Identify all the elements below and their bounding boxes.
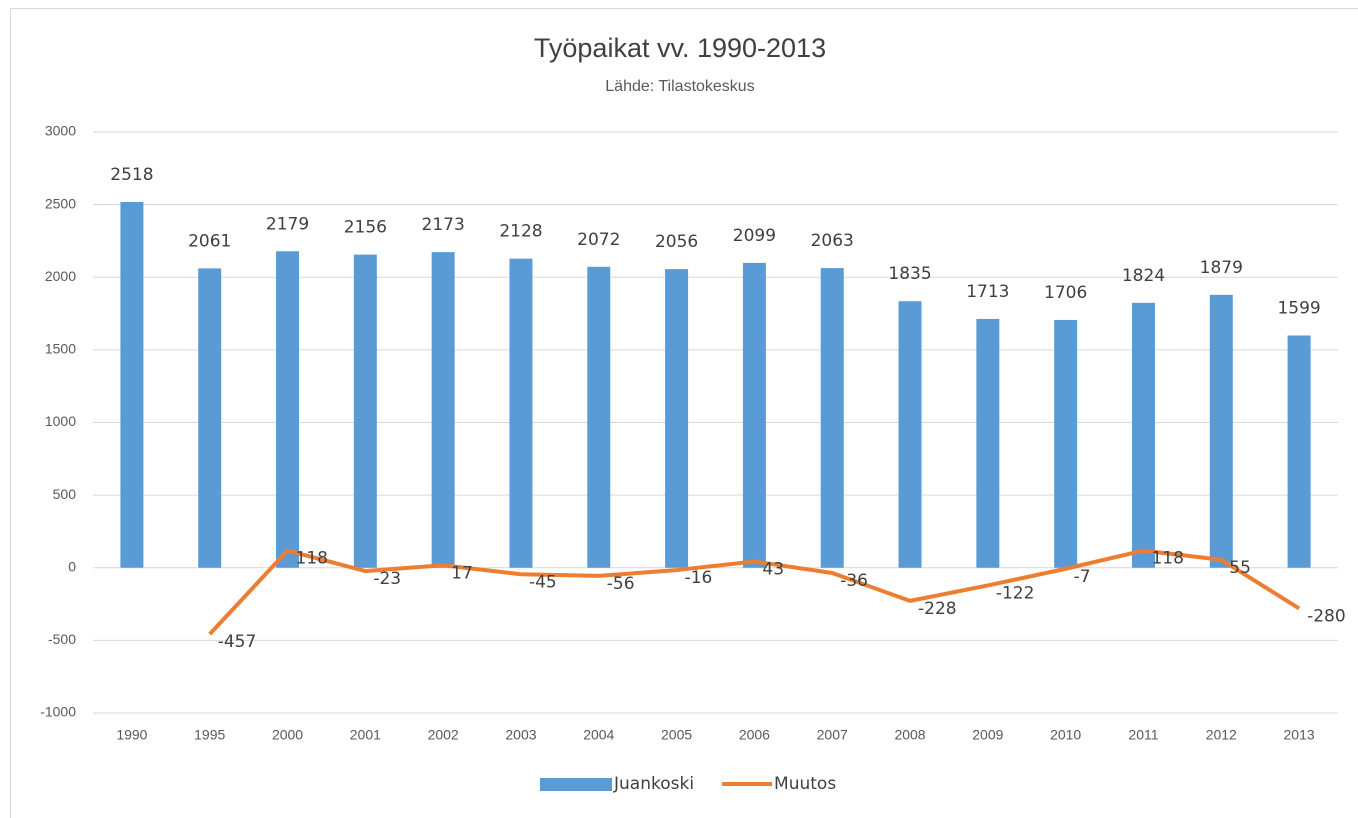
x-tick-label: 2011 — [1128, 727, 1158, 743]
x-tick-label: 2008 — [894, 727, 925, 743]
x-tick-label: 2005 — [661, 727, 692, 743]
data-label: -457 — [218, 632, 257, 652]
x-tick-label: 2001 — [350, 727, 381, 743]
bar — [1131, 302, 1155, 568]
data-label: 1713 — [966, 282, 1009, 302]
data-label: 2518 — [110, 165, 153, 185]
data-label: 2156 — [344, 218, 387, 238]
data-label: -122 — [996, 583, 1035, 603]
y-tick-label: -500 — [48, 631, 76, 647]
chart-subtitle: Lähde: Tilastokeskus — [605, 78, 754, 95]
x-tick-label: 2012 — [1206, 727, 1237, 743]
data-label: 1835 — [888, 264, 931, 284]
bar — [742, 262, 766, 568]
x-tick-label: 2006 — [739, 727, 770, 743]
data-label: 1879 — [1200, 258, 1243, 278]
data-label: -16 — [685, 568, 713, 588]
bar — [820, 268, 844, 568]
bar — [120, 202, 144, 568]
data-label: 2099 — [733, 226, 776, 246]
bar — [431, 252, 455, 568]
y-tick-label: 2000 — [45, 268, 76, 284]
x-tick-label: 2004 — [583, 727, 614, 743]
bar — [353, 254, 377, 568]
y-tick-label: 1500 — [45, 341, 76, 357]
data-label: 2128 — [499, 222, 542, 242]
data-label: 118 — [296, 549, 328, 569]
bar — [898, 301, 922, 568]
x-tick-label: 2013 — [1284, 727, 1315, 743]
data-label: 1599 — [1277, 298, 1320, 318]
y-tick-label: 3000 — [45, 123, 76, 139]
data-label: 2063 — [811, 231, 854, 251]
legend-swatch — [540, 778, 612, 791]
data-label: 2173 — [422, 215, 465, 235]
y-tick-label: 0 — [68, 558, 76, 574]
data-label: 2179 — [266, 214, 309, 234]
bar — [276, 251, 300, 568]
data-label: -280 — [1307, 606, 1346, 626]
chart-title: Työpaikat vv. 1990-2013 — [534, 33, 826, 63]
data-label: 2056 — [655, 232, 698, 252]
x-tick-label: 2002 — [428, 727, 459, 743]
data-label: 43 — [762, 560, 784, 580]
line — [208, 548, 1301, 636]
data-label: -36 — [840, 571, 868, 591]
y-tick-label: 2500 — [45, 195, 76, 211]
bar — [665, 269, 689, 568]
x-tick-label: 2009 — [972, 727, 1003, 743]
bar — [509, 258, 533, 568]
data-label: 118 — [1151, 549, 1183, 569]
x-tick-label: 1990 — [116, 727, 147, 743]
x-tick-label: 2000 — [272, 727, 303, 743]
data-label: -56 — [607, 574, 635, 594]
y-tick-label: -1000 — [40, 704, 76, 720]
x-tick-label: 1995 — [194, 727, 225, 743]
data-label: 17 — [451, 563, 473, 583]
data-label: -45 — [529, 572, 557, 592]
data-label: 55 — [1229, 558, 1251, 578]
x-tick-label: 2003 — [505, 727, 536, 743]
legend-label: Muutos — [774, 774, 836, 794]
bar — [1054, 319, 1078, 568]
data-label: -23 — [373, 569, 401, 589]
x-tick-label: 2007 — [817, 727, 848, 743]
x-tick-label: 2010 — [1050, 727, 1081, 743]
data-label: 1824 — [1122, 266, 1165, 286]
data-label: -7 — [1074, 567, 1091, 587]
bar — [1287, 335, 1311, 568]
y-tick-label: 1000 — [45, 413, 76, 429]
legend-label: Juankoski — [613, 774, 694, 794]
bar — [1209, 294, 1233, 568]
bar — [198, 268, 222, 568]
data-label: 1706 — [1044, 283, 1087, 303]
data-label: 2061 — [188, 231, 231, 251]
bar — [976, 318, 1000, 568]
y-tick-label: 500 — [53, 486, 77, 502]
data-label: -228 — [918, 599, 957, 619]
bar — [587, 266, 611, 568]
data-label: 2072 — [577, 230, 620, 250]
